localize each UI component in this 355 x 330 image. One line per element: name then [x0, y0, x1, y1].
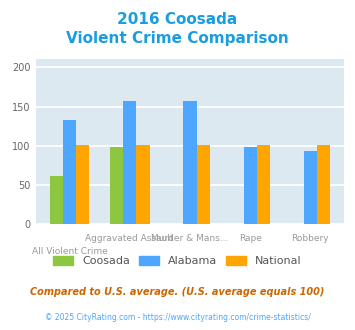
- Text: Aggravated Assault: Aggravated Assault: [86, 234, 174, 243]
- Text: Murder & Mans...: Murder & Mans...: [151, 234, 229, 243]
- Text: Robbery: Robbery: [291, 234, 329, 243]
- Bar: [123, 101, 136, 224]
- Text: All Violent Crime: All Violent Crime: [32, 248, 107, 256]
- Bar: [257, 145, 270, 224]
- Bar: [50, 176, 63, 224]
- Bar: [76, 145, 89, 224]
- Text: Rape: Rape: [239, 234, 262, 243]
- Bar: [183, 101, 197, 224]
- Text: Compared to U.S. average. (U.S. average equals 100): Compared to U.S. average. (U.S. average …: [30, 287, 325, 297]
- Bar: [197, 145, 210, 224]
- Bar: [244, 148, 257, 224]
- Text: Violent Crime Comparison: Violent Crime Comparison: [66, 31, 289, 46]
- Bar: [317, 145, 330, 224]
- Legend: Coosada, Alabama, National: Coosada, Alabama, National: [49, 251, 306, 271]
- Text: 2016 Coosada: 2016 Coosada: [118, 12, 237, 26]
- Bar: [110, 148, 123, 224]
- Text: © 2025 CityRating.com - https://www.cityrating.com/crime-statistics/: © 2025 CityRating.com - https://www.city…: [45, 313, 310, 322]
- Bar: [63, 120, 76, 224]
- Bar: [136, 145, 149, 224]
- Bar: [304, 150, 317, 224]
